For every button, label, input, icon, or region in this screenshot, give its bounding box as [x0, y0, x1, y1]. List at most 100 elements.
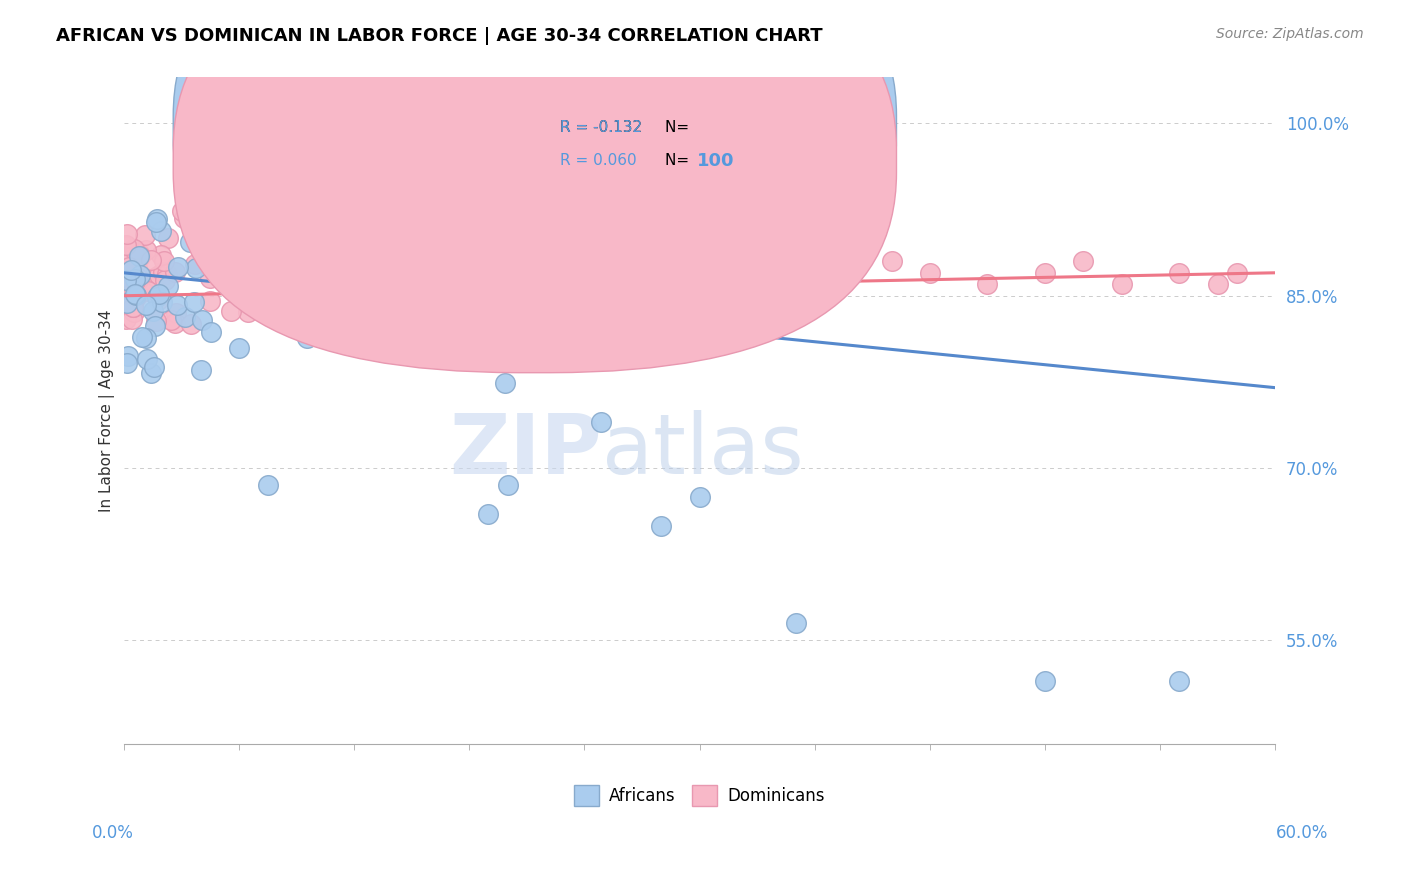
Point	[152, 265, 174, 279]
Point	[302, 309, 325, 323]
Point	[538, 284, 561, 298]
Point	[620, 285, 643, 300]
Point	[114, 250, 136, 264]
Legend: Africans, Dominicans: Africans, Dominicans	[568, 779, 831, 813]
Point	[184, 257, 207, 271]
Point	[367, 258, 389, 272]
Point	[165, 306, 187, 320]
Point	[689, 266, 711, 280]
Point	[121, 311, 143, 326]
Point	[332, 296, 354, 310]
Point	[671, 273, 693, 287]
Point	[468, 288, 491, 302]
Text: R = -0.132: R = -0.132	[560, 120, 643, 135]
Text: AFRICAN VS DOMINICAN IN LABOR FORCE | AGE 30-34 CORRELATION CHART: AFRICAN VS DOMINICAN IN LABOR FORCE | AG…	[56, 27, 823, 45]
Point	[134, 277, 156, 292]
Point	[288, 277, 311, 291]
Point	[1206, 277, 1229, 292]
Point	[302, 301, 325, 315]
Point	[650, 518, 672, 533]
Point	[146, 293, 169, 308]
Point	[976, 277, 998, 292]
Point	[114, 239, 136, 253]
Point	[183, 295, 205, 310]
Point	[256, 478, 278, 492]
Point	[150, 295, 173, 310]
Point	[124, 274, 146, 288]
Point	[135, 331, 157, 345]
Point	[1073, 254, 1095, 268]
Point	[747, 277, 769, 292]
Point	[256, 273, 278, 287]
Point	[148, 286, 170, 301]
Point	[326, 229, 349, 244]
Point	[190, 362, 212, 376]
Point	[166, 298, 188, 312]
Point	[654, 212, 676, 227]
Point	[1168, 266, 1191, 280]
Point	[149, 224, 172, 238]
Point	[253, 272, 276, 286]
Point	[146, 290, 169, 304]
Point	[135, 351, 157, 366]
Point	[128, 249, 150, 263]
Point	[170, 204, 193, 219]
Text: N=: N=	[665, 120, 695, 135]
Point	[143, 318, 166, 333]
Point	[114, 311, 136, 326]
Point	[228, 193, 250, 207]
Point	[173, 211, 195, 225]
Point	[124, 287, 146, 301]
FancyBboxPatch shape	[173, 0, 897, 373]
Point	[136, 284, 159, 298]
Point	[152, 253, 174, 268]
Point	[163, 265, 186, 279]
Point	[398, 244, 420, 258]
Point	[179, 235, 201, 249]
Text: 0.0%: 0.0%	[91, 824, 134, 842]
Point	[534, 254, 557, 268]
Text: atlas: atlas	[602, 410, 803, 491]
Point	[120, 263, 142, 277]
Point	[477, 507, 499, 521]
Point	[228, 341, 250, 355]
Point	[142, 304, 165, 318]
Point	[1168, 673, 1191, 688]
Point	[128, 246, 150, 260]
Point	[415, 273, 437, 287]
Point	[337, 274, 360, 288]
Point	[131, 330, 153, 344]
Point	[688, 258, 710, 272]
Point	[156, 279, 179, 293]
Point	[117, 350, 139, 364]
Point	[215, 277, 238, 291]
Point	[122, 284, 145, 298]
Text: R = -0.132: R = -0.132	[560, 120, 643, 135]
Point	[145, 314, 167, 328]
Point	[122, 301, 145, 315]
Point	[115, 272, 138, 286]
Point	[537, 260, 560, 274]
Point	[114, 264, 136, 278]
Point	[610, 223, 633, 237]
Point	[142, 359, 165, 374]
Point	[811, 235, 834, 249]
Point	[146, 212, 169, 227]
Point	[118, 260, 141, 275]
Point	[401, 295, 423, 310]
Point	[260, 292, 283, 306]
Point	[125, 288, 148, 302]
Text: 100: 100	[697, 152, 735, 169]
Point	[572, 246, 595, 260]
FancyBboxPatch shape	[173, 0, 897, 339]
Point	[129, 249, 152, 263]
Point	[693, 262, 716, 277]
Point	[127, 270, 149, 285]
Point	[115, 252, 138, 267]
Point	[918, 266, 941, 280]
Point	[1226, 266, 1249, 280]
Point	[200, 293, 222, 308]
Text: 60.0%: 60.0%	[1277, 824, 1329, 842]
Point	[398, 343, 420, 357]
Point	[122, 300, 145, 314]
